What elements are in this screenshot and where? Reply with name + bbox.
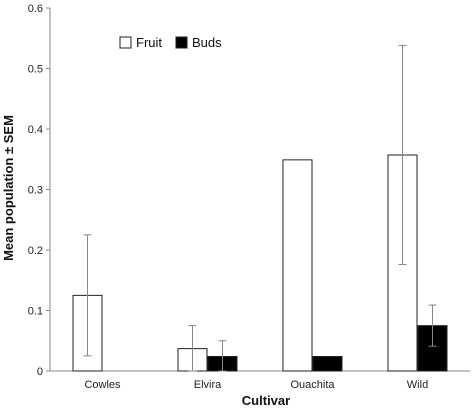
- bar-fruit: [282, 159, 313, 372]
- legend-label-buds: Buds: [192, 35, 222, 50]
- y-tick-label: 0.2: [28, 245, 43, 257]
- y-axis-title: Mean population ± SEM: [1, 115, 16, 261]
- y-tick-label: 0.1: [28, 306, 43, 318]
- y-tick-label: 0.3: [28, 185, 43, 197]
- y-tick-label: 0.6: [28, 3, 43, 15]
- legend: Fruit Buds: [119, 35, 222, 50]
- bar-buds: [312, 355, 343, 372]
- category-label: Cowles: [84, 379, 121, 391]
- x-axis-title: Cultivar: [242, 393, 290, 408]
- legend-swatch-fruit: [119, 36, 132, 49]
- y-ticks: 0 0.1 0.2 0.3 0.4 0.5 0.6: [28, 3, 50, 378]
- legend-label-fruit: Fruit: [136, 35, 162, 50]
- error-bars: [83, 45, 437, 372]
- legend-swatch-buds: [175, 36, 188, 49]
- category-label: Elvira: [194, 379, 222, 391]
- bars: [72, 154, 448, 372]
- category-label: Ouachita: [290, 379, 335, 391]
- y-tick-label: 0.5: [28, 64, 43, 76]
- category-label: Wild: [407, 379, 428, 391]
- y-tick-label: 0: [37, 366, 43, 378]
- x-categories: Cowles Elvira Ouachita Wild: [84, 379, 428, 391]
- y-tick-label: 0.4: [28, 124, 43, 136]
